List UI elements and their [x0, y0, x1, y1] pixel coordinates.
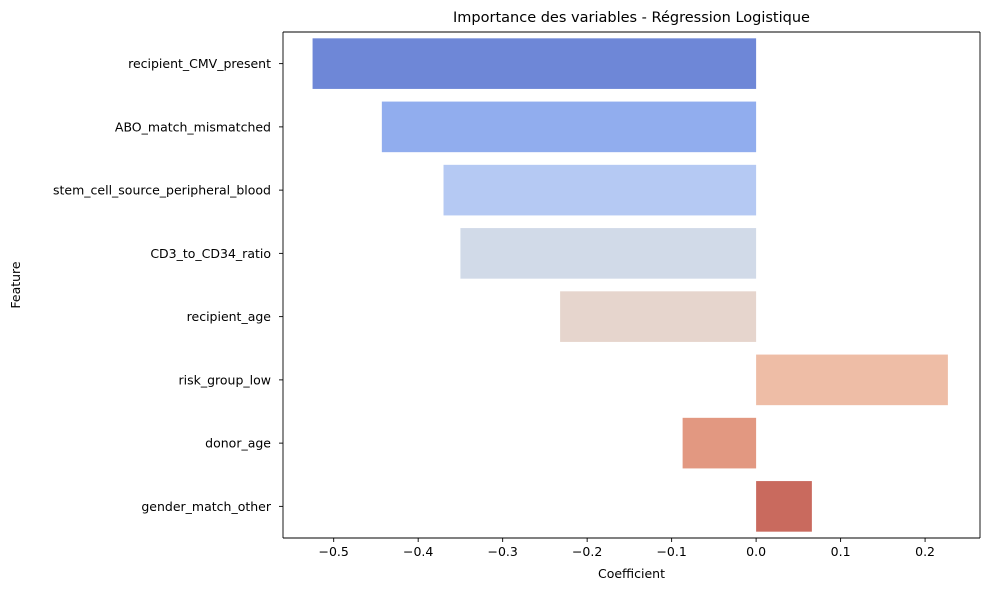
bar: [381, 101, 757, 153]
ticks-layer: −0.5 −0.4 −0.3 −0.2 −0.1 0.0 0.1 0.2 recipient_C…: [53, 56, 935, 559]
x-tick-label: 0.1: [831, 544, 851, 559]
y-axis-label: Feature: [8, 261, 23, 309]
bar: [443, 164, 757, 216]
bar: [756, 481, 812, 532]
y-tick-label: donor_age: [205, 436, 271, 451]
y-tick-label: recipient_CMV_present: [128, 56, 271, 71]
bar: [460, 228, 757, 279]
y-tick-label: CD3_to_CD34_ratio: [150, 246, 271, 261]
chart-title: Importance des variables - Régression Lo…: [453, 10, 810, 26]
bar: [756, 354, 948, 406]
x-tick-label: 0.0: [746, 544, 766, 559]
bar: [312, 38, 757, 89]
x-tick-label: −0.3: [487, 544, 517, 559]
bars-layer: [312, 38, 948, 532]
x-tick-label: −0.5: [319, 544, 349, 559]
y-tick-label: stem_cell_source_peripheral_blood: [53, 183, 271, 198]
bar: [560, 291, 757, 342]
x-tick-label: 0.2: [915, 544, 935, 559]
axes-layer: [282, 31, 981, 539]
y-tick-label: recipient_age: [187, 309, 272, 324]
x-axis-label: Coefficient: [598, 566, 665, 581]
x-tick-label: −0.2: [572, 544, 602, 559]
y-tick-label: ABO_match_mismatched: [115, 119, 271, 134]
x-tick-label: −0.4: [403, 544, 433, 559]
y-tick-label: gender_match_other: [141, 499, 272, 514]
bar: [682, 417, 757, 469]
x-tick-label: −0.1: [656, 544, 686, 559]
y-tick-label: risk_group_low: [178, 372, 271, 387]
